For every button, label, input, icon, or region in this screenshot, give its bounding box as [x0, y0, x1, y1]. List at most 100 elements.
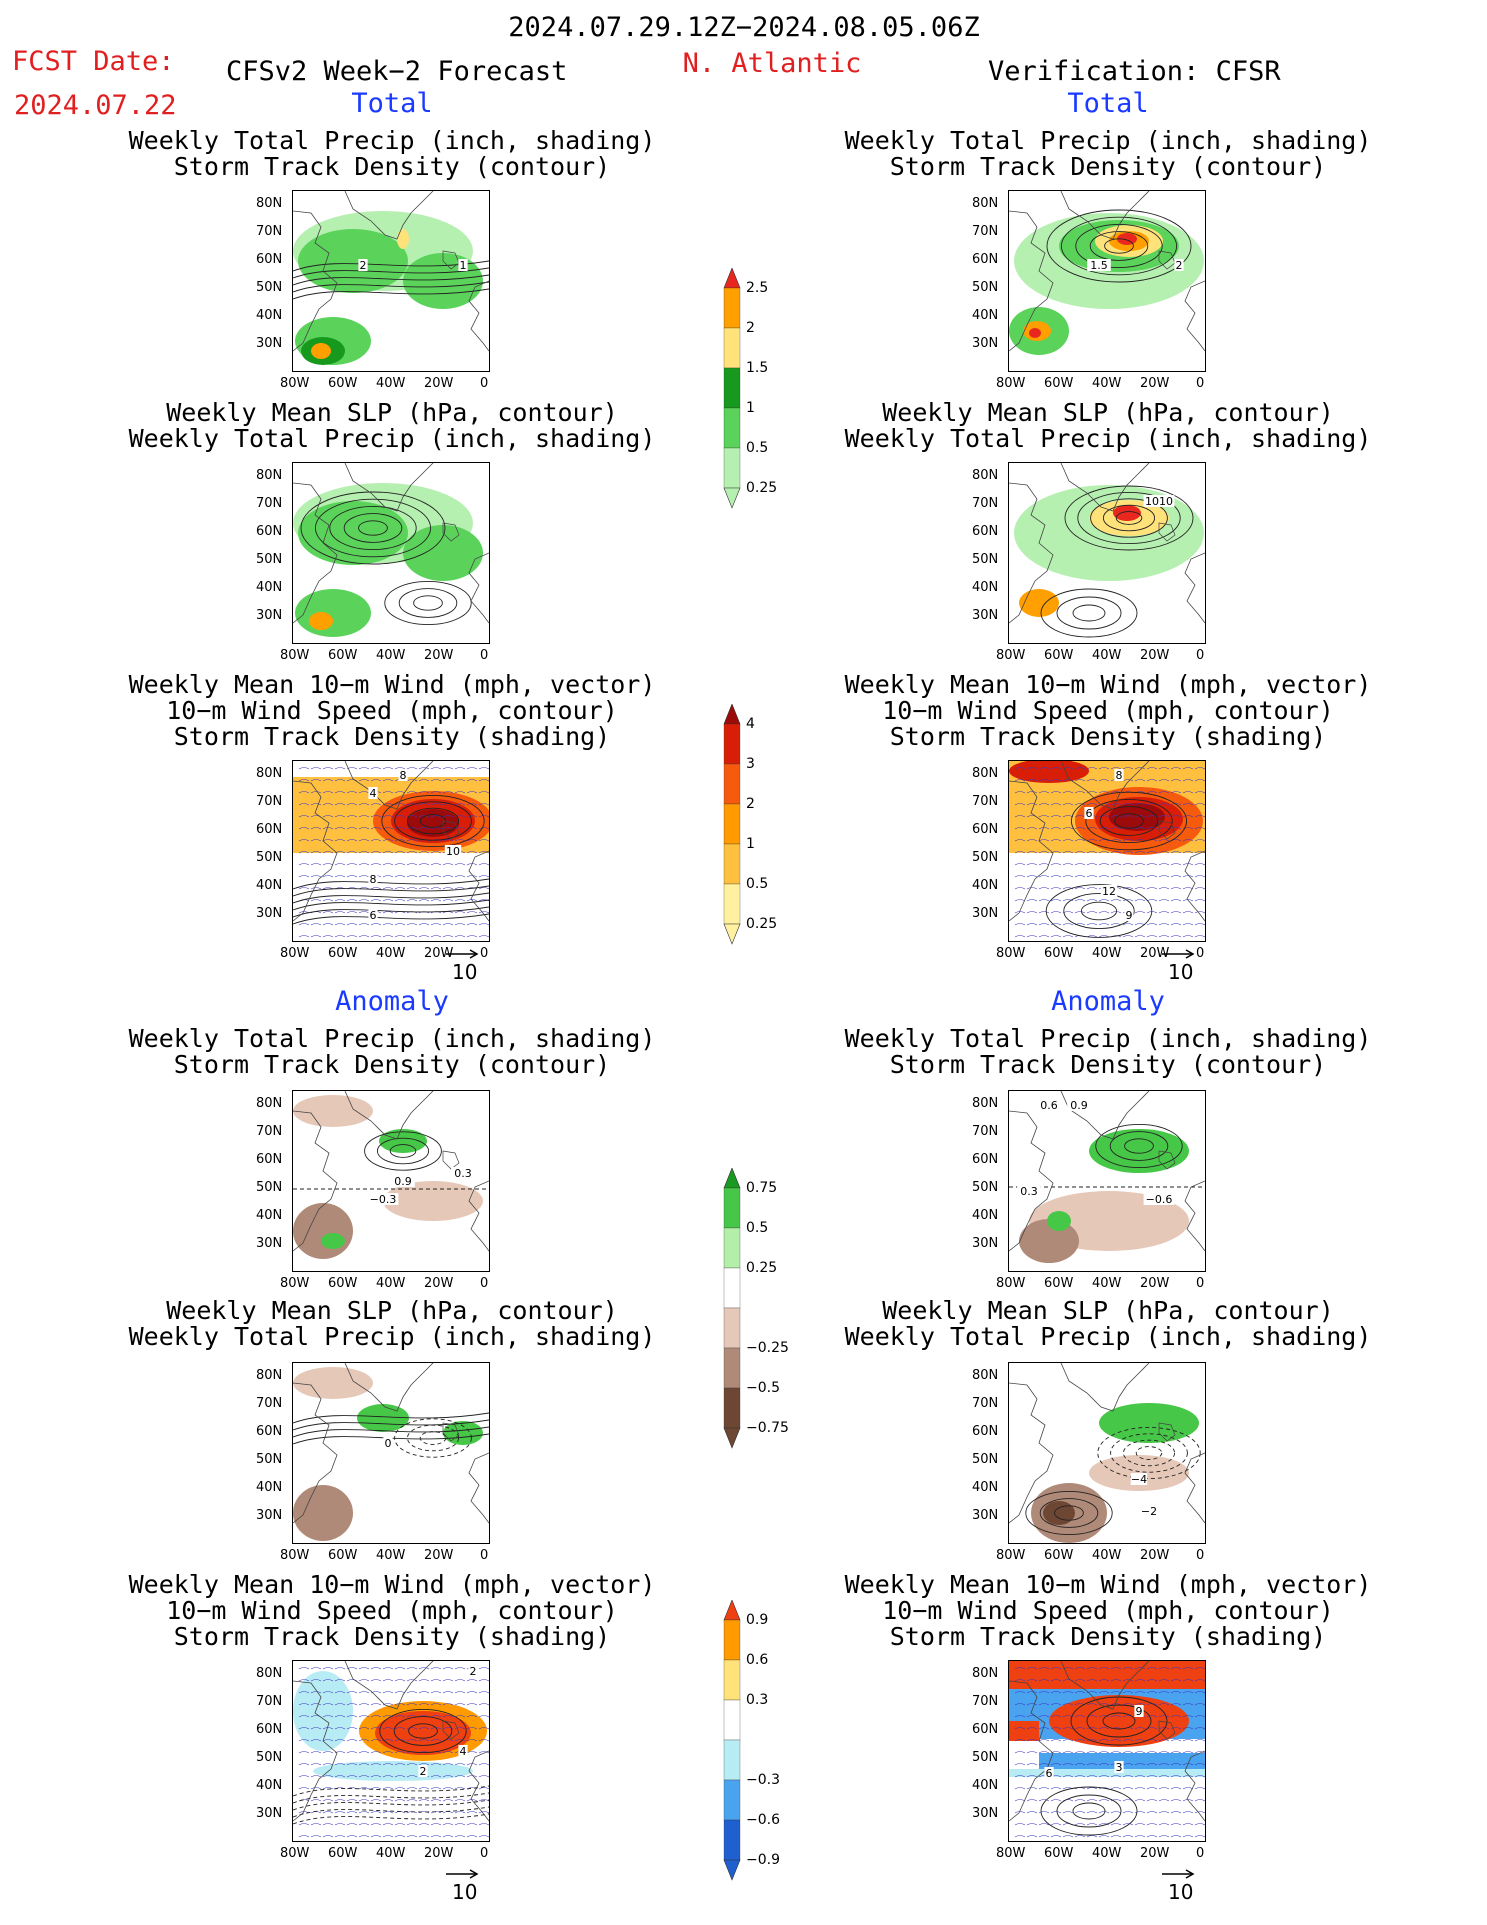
wind-vector [478, 851, 489, 854]
wind-vector [298, 923, 310, 926]
lat-tick-label: 50N [972, 1452, 999, 1467]
lat-tick-label: 70N [972, 1396, 999, 1411]
wind-vector [394, 923, 406, 926]
ob-total-slp-svg: 1010 [1009, 463, 1205, 643]
wind-vector [1062, 839, 1074, 842]
wind-vector [1134, 1751, 1146, 1754]
wind-vector [1098, 1763, 1110, 1766]
ob-anom-vector-ref: 10 [1162, 1869, 1195, 1904]
wind-vector [442, 899, 454, 902]
wind-vector [1074, 815, 1086, 818]
wind-vector [1098, 1835, 1110, 1838]
wind-vector [394, 1751, 406, 1754]
wind-vector [322, 767, 334, 770]
wind-vector [1038, 1811, 1050, 1814]
wind-vector [418, 827, 430, 830]
colorbar-label: 3 [746, 756, 755, 772]
colorbar-segment [723, 843, 741, 885]
lon-tick-label: 60W [328, 1276, 358, 1291]
coastline-americas [1009, 482, 1054, 624]
wind-vector [466, 791, 478, 794]
lat-tick-label: 40N [256, 1778, 283, 1793]
wind-vector [1134, 1691, 1146, 1694]
lon-tick-label: 0 [480, 1846, 489, 1861]
ob-total-precip-title-2: Storm Track Density (contour) [889, 152, 1327, 181]
fc-total-precip-title-1: Weekly Total Precip (inch, shading) [128, 126, 656, 155]
wind-vector [1062, 935, 1074, 938]
coastline-europe [1184, 1750, 1205, 1822]
wind-vector [478, 1667, 489, 1670]
lon-tick-label: 60W [328, 946, 358, 961]
wind-vector [430, 851, 442, 854]
fc-anom-wind-title-2: 10−m Wind Speed (mph, contour) [166, 1596, 618, 1625]
colorbar-svg [723, 267, 741, 509]
colorbar-label: 0.25 [746, 916, 778, 932]
wind-vector [298, 1727, 310, 1730]
wind-vector [370, 767, 382, 770]
lat-tick-label: 40N [972, 1778, 999, 1793]
fc-anom-wind-map: 2 4 2 [292, 1660, 490, 1842]
wind-vector [1086, 779, 1098, 782]
wind-vector [1086, 1835, 1098, 1838]
slp-contour [343, 513, 403, 543]
lat-tick-label: 80N [256, 766, 283, 781]
lon-tick-label: 60W [1044, 376, 1074, 391]
wind-vector [346, 1823, 358, 1826]
wind-vector [382, 1667, 394, 1670]
wind-vector [418, 1799, 430, 1802]
wind-speed-contour [293, 899, 489, 911]
wind-anom-contour [293, 1806, 489, 1818]
wind-vector [1194, 911, 1205, 914]
wind-vector [1182, 1715, 1194, 1718]
wind-vector [1170, 851, 1182, 854]
colorbar-segment [723, 1267, 741, 1309]
wind-vector [478, 1811, 489, 1814]
wind-vector [1170, 1715, 1182, 1718]
wind-vector [1014, 1763, 1026, 1766]
storm-track-contour [1060, 216, 1178, 276]
contour-label-bg [368, 787, 378, 799]
wind-vector [334, 899, 346, 902]
wind-vector [1194, 1787, 1205, 1790]
lat-tick-label: 30N [972, 1508, 999, 1523]
wind-vector [334, 851, 346, 854]
contour-label: 9 [1126, 909, 1133, 922]
wind-vector [1050, 1799, 1062, 1802]
wind-vector [418, 863, 430, 866]
wind-vector [418, 1823, 430, 1826]
lat-tick-label: 60N [256, 822, 283, 837]
wind-vector [1038, 935, 1050, 938]
wind-vector [406, 1691, 418, 1694]
wind-vector [370, 815, 382, 818]
contour-label: 0 [385, 1437, 392, 1450]
lat-tick-label: 70N [256, 1694, 283, 1709]
ob-total-wind-title-1: Weekly Mean 10−m Wind (mph, vector) [844, 670, 1372, 699]
lon-tick-label: 0 [1196, 1846, 1205, 1861]
wind-vector [1182, 839, 1194, 842]
coastline-iceland [1158, 820, 1176, 840]
wind-vector [1110, 815, 1122, 818]
wind-vector [430, 1787, 442, 1790]
colorbar-label: 2 [746, 796, 755, 812]
wind-vector [298, 1715, 310, 1718]
slp-contour [398, 588, 458, 618]
wind-vector [442, 1691, 454, 1694]
coastline-europe [1184, 1180, 1205, 1252]
wind-vector [1038, 1823, 1050, 1826]
wind-vector [298, 803, 310, 806]
wind-vector [1182, 1799, 1194, 1802]
wind-vector [310, 791, 322, 794]
lat-tick-label: 60N [972, 1152, 999, 1167]
wind-vector [298, 791, 310, 794]
vector-ref-arrow-icon [1162, 949, 1195, 959]
lon-tick-label: 0 [1196, 946, 1205, 961]
wind-vector [1158, 923, 1170, 926]
wind-vector [478, 1787, 489, 1790]
wind-vector [1158, 875, 1170, 878]
wind-vector [298, 779, 310, 782]
ob-anom-slp-map: −4 −2 [1008, 1362, 1206, 1544]
wind-vector [358, 923, 370, 926]
contour-label: 2 [1176, 259, 1183, 272]
wind-vector [1122, 1751, 1134, 1754]
wind-vector [1086, 863, 1098, 866]
